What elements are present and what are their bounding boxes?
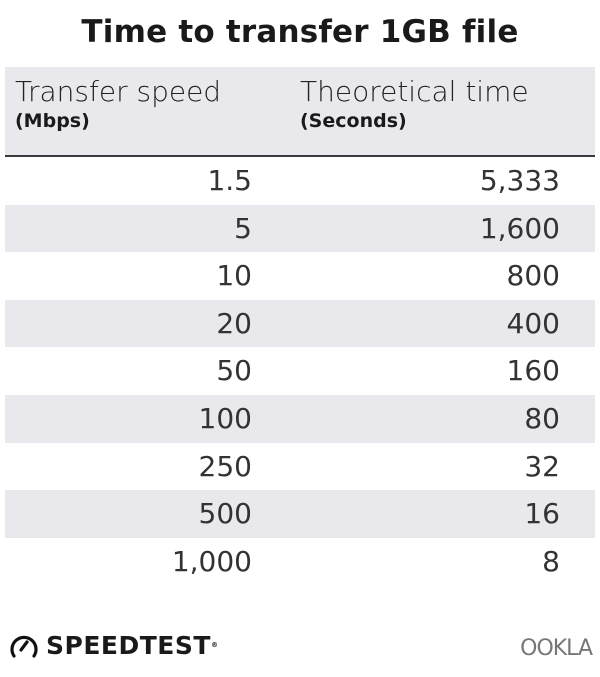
table-row: 50 160 — [5, 347, 595, 395]
table-row: 5 1,600 — [5, 204, 595, 253]
speedometer-icon — [10, 635, 38, 658]
cell-speed: 1.5 — [207, 164, 252, 197]
header-time: Theoretical time (Seconds) — [300, 75, 529, 132]
header-speed: Transfer speed (Mbps) — [15, 75, 221, 132]
transfer-table: Transfer speed (Mbps) Theoretical time (… — [5, 67, 595, 585]
cell-time: 80 — [524, 401, 560, 435]
cell-speed: 250 — [198, 449, 252, 483]
cell-time: 160 — [506, 354, 560, 388]
cell-speed: 1,000 — [171, 544, 252, 578]
cell-speed: 10 — [216, 259, 252, 293]
ookla-logo: OOKLA — [520, 636, 593, 661]
cell-speed: 20 — [216, 306, 252, 340]
cell-time: 400 — [506, 306, 560, 340]
table-row: 250 32 — [5, 443, 595, 491]
header-unit: (Seconds) — [300, 110, 407, 132]
header-label: Transfer speed — [15, 75, 222, 108]
table-row: 1,000 8 — [5, 538, 595, 586]
cell-speed: 500 — [198, 497, 252, 531]
table-row: 20 400 — [5, 299, 595, 348]
chart-title: Time to transfer 1GB file — [81, 14, 519, 50]
cell-time: 1,600 — [479, 211, 560, 245]
cell-time: 5,333 — [479, 164, 560, 197]
cell-time: 800 — [506, 259, 560, 293]
table-row: 500 16 — [5, 490, 595, 538]
footer: SPEEDTEST ® OOKLA — [8, 630, 593, 664]
cell-time: 32 — [524, 449, 560, 483]
table-row: 1.5 5,333 — [5, 157, 595, 205]
table-row: 10 800 — [5, 252, 595, 300]
cell-speed: 50 — [216, 354, 252, 388]
cell-time: 16 — [524, 497, 560, 531]
cell-time: 8 — [542, 544, 560, 578]
cell-speed: 5 — [234, 211, 252, 245]
speedtest-wordmark: SPEEDTEST — [46, 630, 211, 660]
header-label: Theoretical time — [300, 75, 529, 108]
cell-speed: 100 — [198, 401, 252, 435]
speedtest-logo: SPEEDTEST ® — [8, 630, 218, 660]
table-header: Transfer speed (Mbps) Theoretical time (… — [5, 67, 595, 157]
table-row: 100 80 — [5, 394, 595, 443]
header-unit: (Mbps) — [15, 110, 90, 132]
